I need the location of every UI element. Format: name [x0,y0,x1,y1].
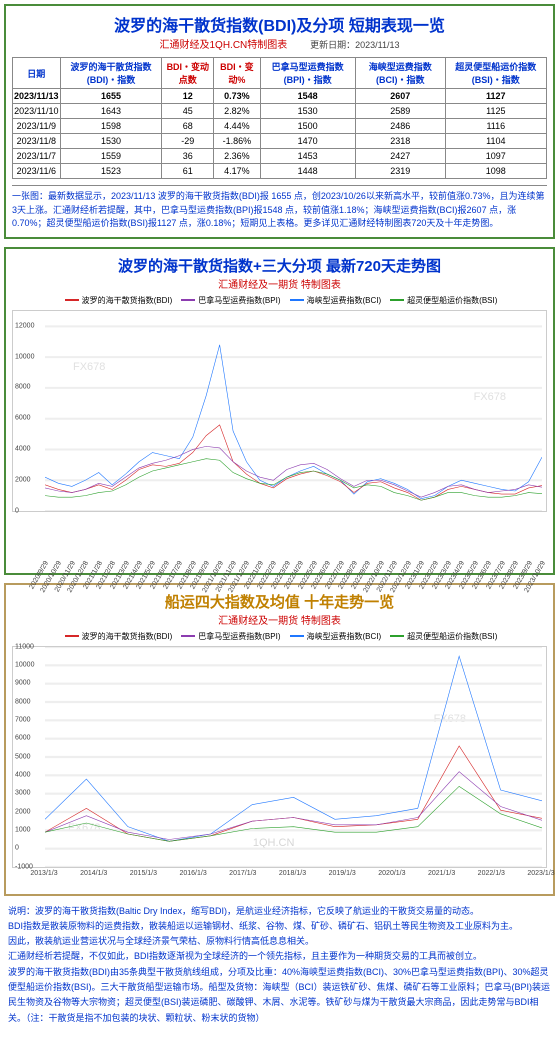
cell: 1470 [260,134,355,149]
cell: 2318 [355,134,445,149]
cell: 2427 [355,149,445,164]
chart-sub: 汇通财经及一期货 特制图表 [12,612,547,627]
bdi-table: 日期波罗的海干散货指数 (BDI)・指数BDI・变动点数BDI・变动%巴拿马型运… [12,57,547,179]
cell: 1559 [60,149,162,164]
table-section: 波罗的海干散货指数(BDI)及分项 短期表现一览 汇通财经及1QH.CN特制图表… [4,4,555,239]
cell: 61 [162,164,214,179]
cell: 1548 [260,89,355,104]
cell: 1125 [445,104,546,119]
col-header: 日期 [13,58,61,89]
cell: 2023/11/9 [13,119,61,134]
col-header: BDI・变动点数 [162,58,214,89]
cell: 2023/11/13 [13,89,61,104]
cell: 2319 [355,164,445,179]
chart-plot: FX678 FX678 020004000600080001000012000 [12,310,547,512]
cell: 1500 [260,119,355,134]
cell: 1523 [60,164,162,179]
cell: -29 [162,134,214,149]
table-title: 波罗的海干散货指数(BDI)及分项 短期表现一览 [12,12,547,36]
cell: 2.82% [214,104,260,119]
col-header: 波罗的海干散货指数 (BDI)・指数 [60,58,162,89]
cell: 2023/11/10 [13,104,61,119]
cell: 1098 [445,164,546,179]
cell: 1127 [445,89,546,104]
cell: 2607 [355,89,445,104]
chart-10y: 船运四大指数及均值 十年走势一览 汇通财经及一期货 特制图表 波罗的海干散货指数… [4,583,555,896]
chart-title: 船运四大指数及均值 十年走势一览 [12,591,547,612]
chart-legend: 波罗的海干散货指数(BDI)巴拿马型运费指数(BPI)海峡型运费指数(BCI)超… [12,631,547,642]
cell: 2023/11/7 [13,149,61,164]
cell: 68 [162,119,214,134]
col-header: 巴拿马型运费指数 (BPI)・指数 [260,58,355,89]
chart-720: 波罗的海干散货指数+三大分项 最新720天走势图 汇通财经及一期货 特制图表 波… [4,247,555,575]
col-header: 超灵便型船运价指数 (BSI)・指数 [445,58,546,89]
cell: 1643 [60,104,162,119]
cell: 1116 [445,119,546,134]
chart-sub: 汇通财经及一期货 特制图表 [12,276,547,291]
chart-legend: 波罗的海干散货指数(BDI)巴拿马型运费指数(BPI)海峡型运费指数(BCI)超… [12,295,547,306]
col-header: 海峡型运费指数 (BCI)・指数 [355,58,445,89]
cell: 4.44% [214,119,260,134]
cell: 2023/11/8 [13,134,61,149]
cell: 1104 [445,134,546,149]
chart-plot: FX678 FX678 1QH.CN -10000100020003000400… [12,646,547,868]
table-sub: 汇通财经及1QH.CN特制图表 [160,40,288,51]
cell: 1453 [260,149,355,164]
cell: 2.36% [214,149,260,164]
cell: 2486 [355,119,445,134]
cell: 2023/11/6 [13,164,61,179]
cell: 1530 [60,134,162,149]
cell: 1598 [60,119,162,134]
cell: 1448 [260,164,355,179]
cell: -1.86% [214,134,260,149]
cell: 12 [162,89,214,104]
description: 说明：波罗的海干散货指数(Baltic Dry Index，缩写BDI)，是航运… [8,904,551,1026]
col-header: BDI・变动% [214,58,260,89]
cell: 1530 [260,104,355,119]
cell: 1655 [60,89,162,104]
cell: 1097 [445,149,546,164]
cell: 45 [162,104,214,119]
cell: 4.17% [214,164,260,179]
cell: 36 [162,149,214,164]
chart-title: 波罗的海干散货指数+三大分项 最新720天走势图 [12,255,547,276]
cell: 0.73% [214,89,260,104]
table-note: 一张图：最新数据显示，2023/11/13 波罗的海干散货指数(BDI)报 16… [12,185,547,231]
cell: 2589 [355,104,445,119]
